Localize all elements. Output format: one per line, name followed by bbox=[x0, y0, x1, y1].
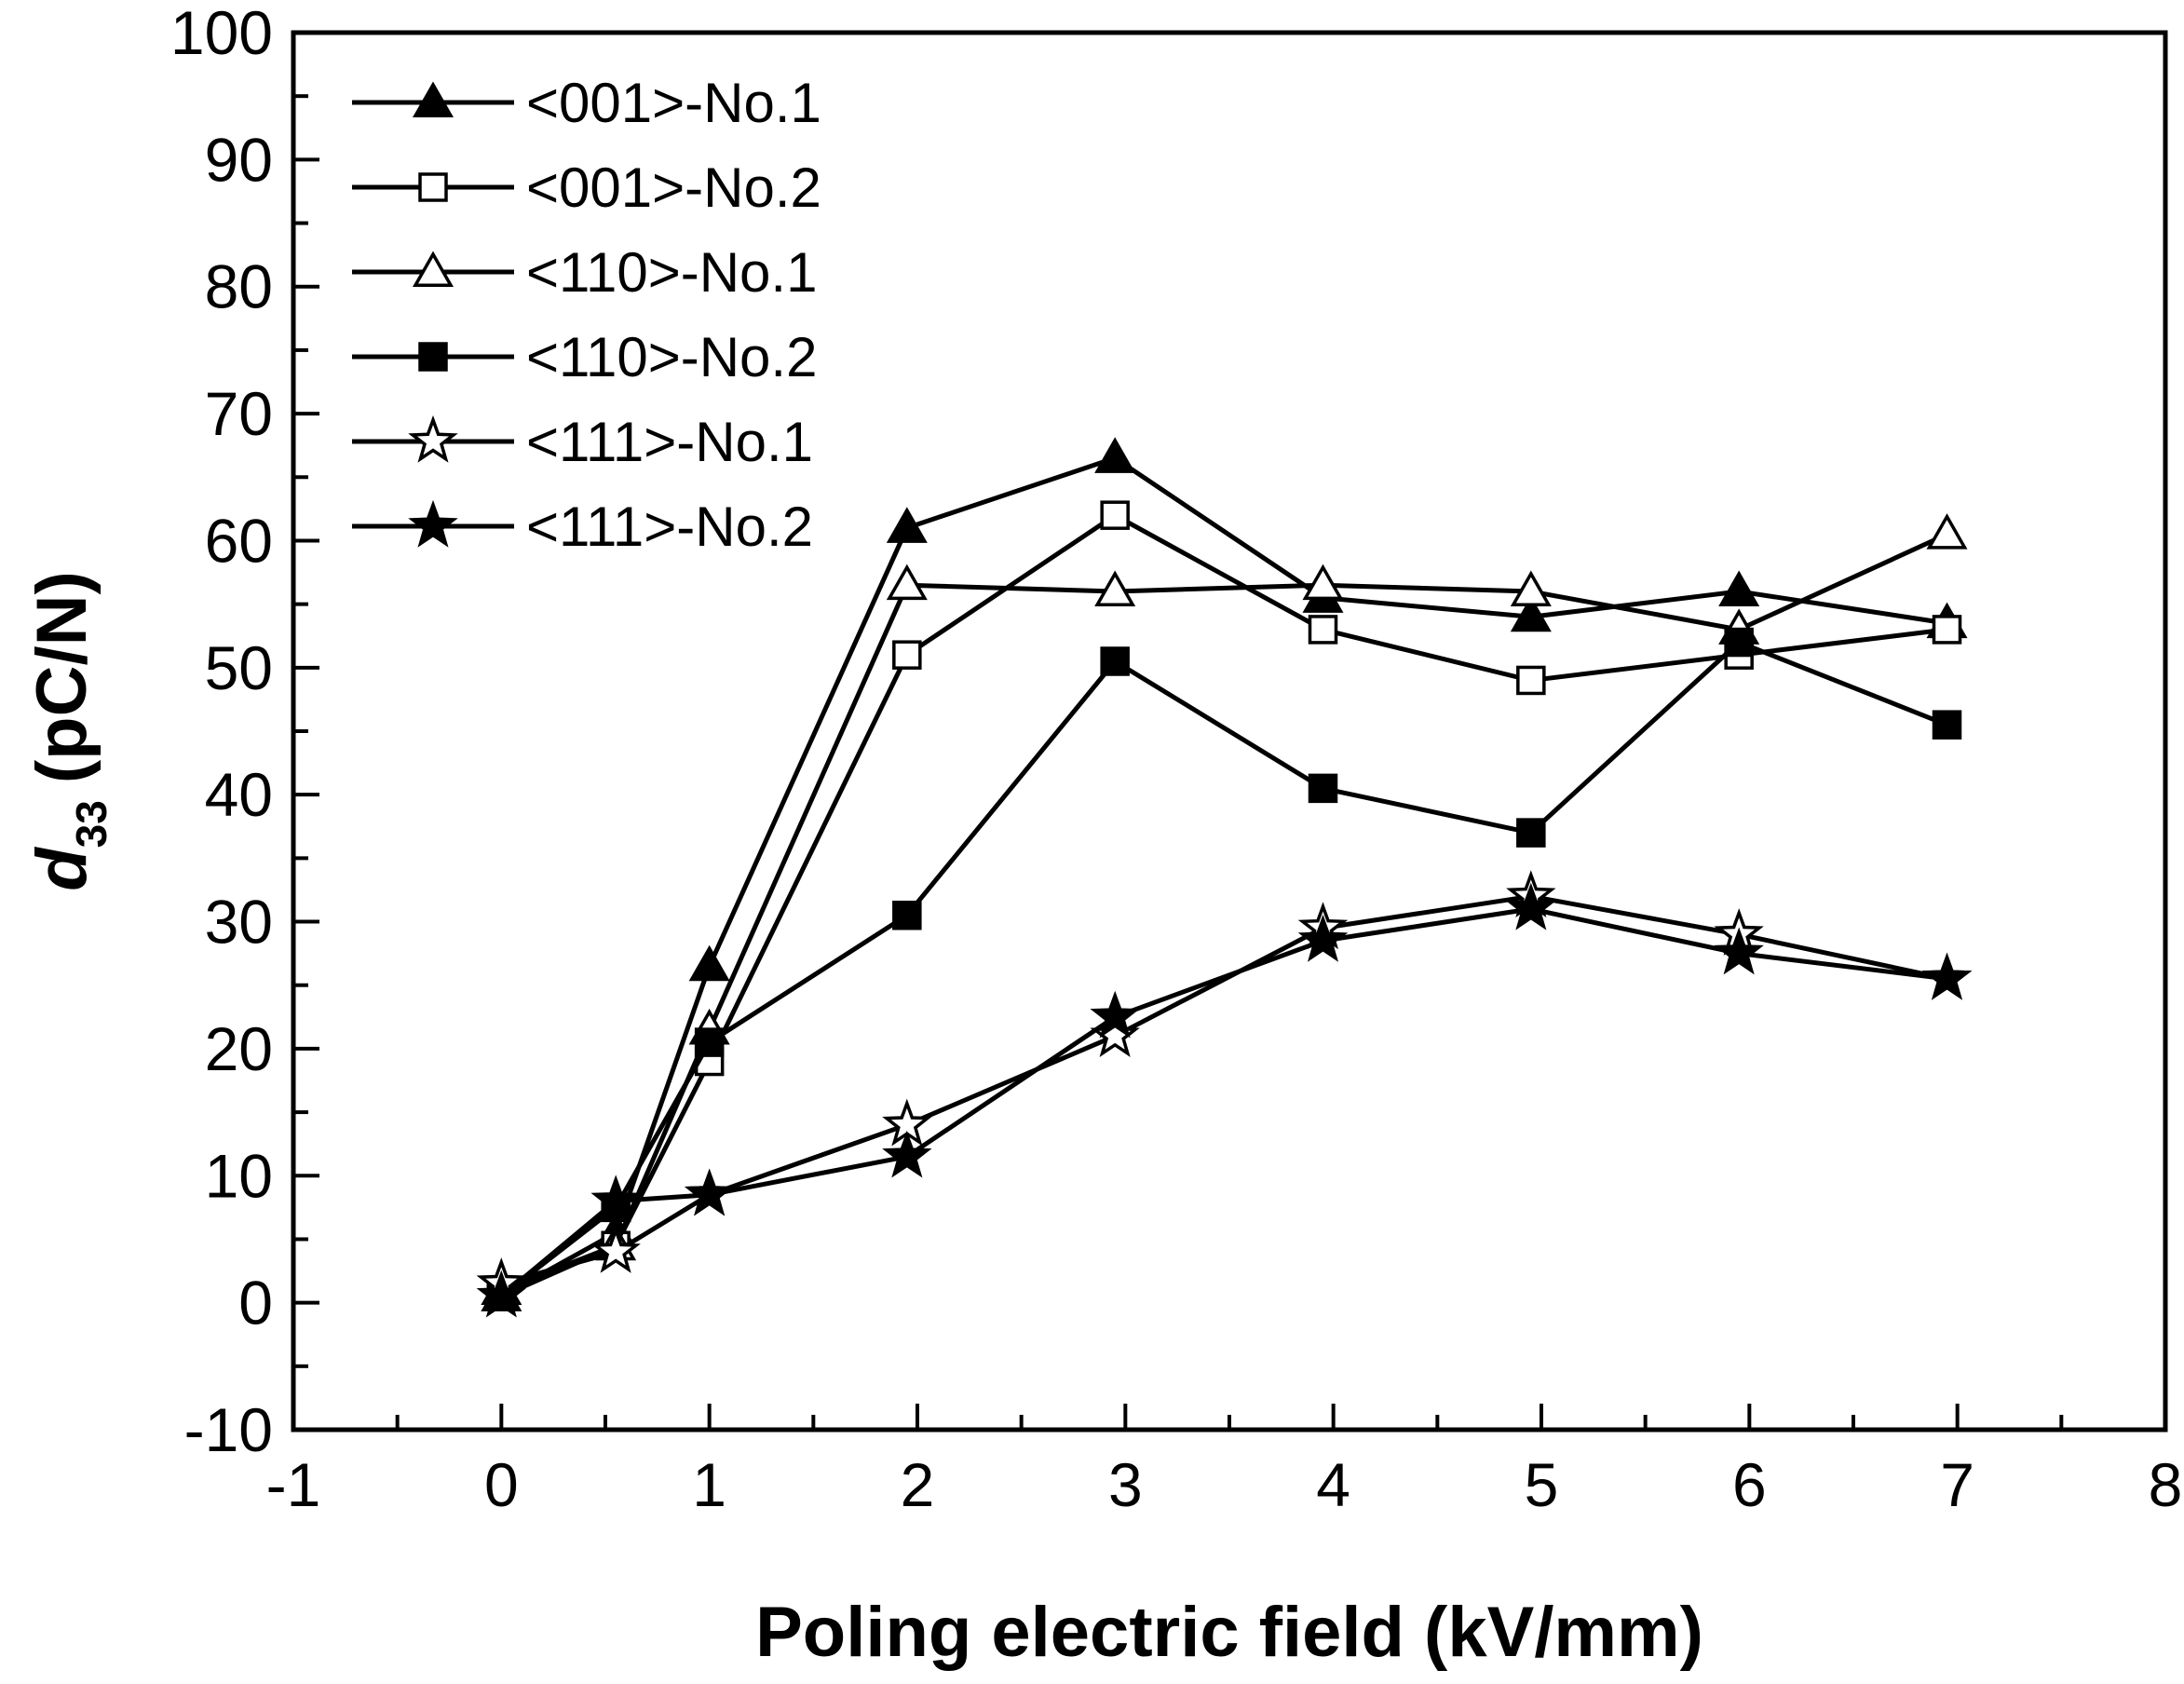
data-point bbox=[590, 1175, 641, 1223]
legend-label: <111>-No.1 bbox=[526, 411, 813, 473]
data-point bbox=[1100, 500, 1130, 530]
series-111-no-2 bbox=[476, 882, 1973, 1318]
data-point bbox=[892, 900, 922, 930]
y-tick-labels: -10 0 10 20 30 40 50 60 70 80 90 100 bbox=[170, 0, 273, 1464]
data-point bbox=[1094, 437, 1136, 473]
y-tick-label: 10 bbox=[205, 1141, 273, 1210]
legend-entry-110-no-1: <110>-No.1 bbox=[352, 241, 817, 304]
data-point bbox=[1308, 615, 1338, 645]
x-tick-label: 0 bbox=[484, 1450, 519, 1519]
y-tick-label: 90 bbox=[205, 125, 273, 194]
data-point bbox=[688, 944, 730, 982]
data-point bbox=[1510, 570, 1552, 606]
y-tick-label: 30 bbox=[205, 888, 273, 957]
data-point bbox=[684, 1168, 735, 1216]
data-point bbox=[1516, 818, 1546, 848]
legend-marker bbox=[418, 342, 448, 372]
data-point bbox=[1100, 646, 1130, 676]
y-tick-label: 40 bbox=[205, 760, 273, 829]
axis-ticks bbox=[292, 31, 2167, 1432]
y-tick-label: 80 bbox=[205, 252, 273, 321]
data-point bbox=[892, 640, 922, 670]
x-tick-labels: -1 0 1 2 3 4 5 6 7 8 bbox=[266, 1450, 2183, 1519]
data-point bbox=[886, 564, 928, 601]
data-point bbox=[1506, 882, 1556, 930]
legend-entry-001-no-2: <001>-No.2 bbox=[352, 156, 821, 219]
data-point bbox=[1516, 665, 1546, 696]
legend-marker bbox=[418, 172, 448, 202]
data-point bbox=[1090, 990, 1140, 1039]
data-point bbox=[1724, 627, 1754, 658]
data-point bbox=[1714, 927, 1764, 975]
data-point bbox=[1297, 914, 1349, 962]
y-tick-label: 20 bbox=[205, 1014, 273, 1083]
legend-marker bbox=[412, 251, 454, 287]
data-point bbox=[694, 1027, 725, 1057]
legend-marker bbox=[408, 414, 458, 463]
data-point bbox=[1308, 773, 1338, 804]
y-axis-subscript: 33 bbox=[67, 800, 115, 848]
legend-label: <001>-No.1 bbox=[526, 72, 821, 134]
legend-entry-111-no-1: <111>-No.1 bbox=[352, 411, 813, 473]
x-tick-label: 3 bbox=[1108, 1450, 1143, 1519]
x-tick-label: 8 bbox=[2149, 1450, 2183, 1519]
x-tick-label: 2 bbox=[901, 1450, 935, 1519]
x-axis-title: Poling electric field (kV/mm) bbox=[755, 1593, 1703, 1672]
series-line bbox=[500, 455, 1947, 1298]
legend-label: <110>-No.2 bbox=[526, 326, 817, 388]
x-tick-label: 7 bbox=[1940, 1450, 1974, 1519]
series-layer bbox=[476, 437, 1973, 1318]
legend-marker bbox=[408, 499, 458, 548]
legend-label: <001>-No.2 bbox=[526, 156, 821, 219]
data-point bbox=[1932, 615, 1962, 645]
data-point bbox=[476, 1270, 527, 1318]
y-axis-symbol: d bbox=[22, 847, 102, 891]
data-point bbox=[1932, 710, 1962, 740]
y-axis-unit: (pC/N) bbox=[22, 571, 102, 783]
x-tick-label: 1 bbox=[692, 1450, 726, 1519]
legend-marker bbox=[412, 81, 454, 117]
data-point bbox=[1926, 513, 1968, 550]
data-point bbox=[1302, 564, 1344, 601]
legend-entry-110-no-2: <110>-No.2 bbox=[352, 326, 817, 388]
data-point bbox=[1094, 570, 1136, 606]
legend: <001>-No.1 <001>-No.2 <110>-No.1 <110>-No.2… bbox=[352, 72, 821, 558]
y-tick-label: 0 bbox=[238, 1269, 273, 1338]
data-point bbox=[1921, 952, 1973, 1000]
data-point bbox=[882, 1130, 932, 1178]
y-tick-label: -10 bbox=[184, 1395, 273, 1464]
y-tick-label: 70 bbox=[205, 379, 273, 448]
legend-entry-001-no-1: <001>-No.1 bbox=[352, 72, 821, 134]
x-tick-label: 6 bbox=[1732, 1450, 1767, 1519]
legend-label: <111>-No.2 bbox=[526, 496, 813, 558]
series-111-no-1 bbox=[476, 870, 1973, 1305]
x-tick-label: -1 bbox=[266, 1450, 321, 1519]
x-tick-label: 4 bbox=[1316, 1450, 1350, 1519]
legend-label: <110>-No.1 bbox=[526, 241, 817, 304]
y-tick-label: 100 bbox=[170, 0, 273, 67]
data-point bbox=[1510, 595, 1552, 632]
y-tick-label: 60 bbox=[205, 506, 273, 575]
legend-entry-111-no-2: <111>-No.2 bbox=[352, 496, 813, 558]
x-tick-label: 5 bbox=[1525, 1450, 1559, 1519]
data-point bbox=[886, 507, 928, 543]
data-point bbox=[590, 1226, 641, 1273]
y-tick-label: 50 bbox=[205, 633, 273, 702]
y-axis-title: d33 (pC/N) bbox=[22, 571, 115, 891]
data-point bbox=[1718, 570, 1760, 606]
